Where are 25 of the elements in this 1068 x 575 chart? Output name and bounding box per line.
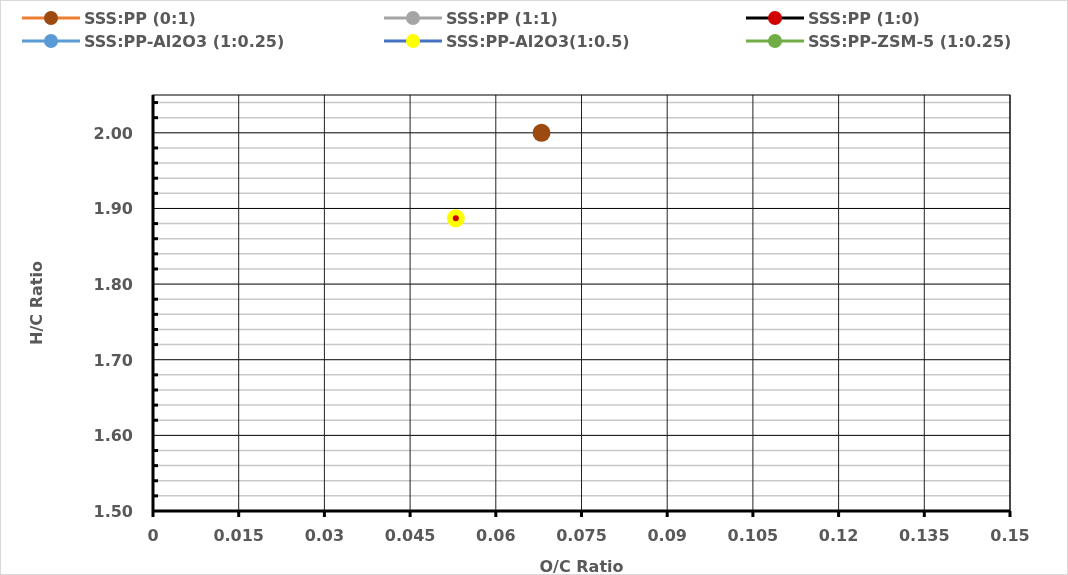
x-tick-label: 0.135 (899, 526, 950, 545)
x-tick-label: 0 (147, 526, 159, 545)
legend-label: SSS:PP (1:1) (446, 9, 558, 28)
y-tick-label: 1.80 (93, 275, 133, 295)
x-tick-label: 0.06 (476, 526, 516, 545)
y-axis-title: H/C Ratio (27, 261, 46, 345)
x-axis-title: O/C Ratio (539, 557, 624, 575)
x-tick-label: 0.075 (556, 526, 607, 545)
y-tick-label: 2.00 (93, 123, 133, 143)
y-tick-label: 1.70 (93, 350, 133, 370)
x-tick-label: 0.15 (990, 526, 1030, 545)
x-tick-label: 0.09 (647, 526, 687, 545)
x-tick-label: 0.045 (384, 526, 436, 545)
legend-label: SSS:PP-ZSM-5 (1:0.25) (808, 32, 1012, 51)
legend-label: SSS:PP (1:0) (808, 9, 920, 28)
y-tick-label: 1.50 (93, 502, 133, 521)
legend-label: SSS:PP-Al2O3(1:0.5) (446, 32, 630, 51)
y-tick-label: 1.60 (93, 426, 133, 446)
x-tick-label: 0.12 (818, 526, 859, 545)
y-tick-label: 1.90 (93, 199, 133, 219)
legend-label: SSS:PP-Al2O3 (1:0.25) (84, 32, 285, 51)
x-tick-label: 0.03 (304, 526, 345, 545)
x-tick-label: 0.015 (213, 526, 264, 545)
x-tick-label: 0.105 (727, 526, 779, 545)
legend-label: SSS:PP (0:1) (84, 9, 196, 28)
